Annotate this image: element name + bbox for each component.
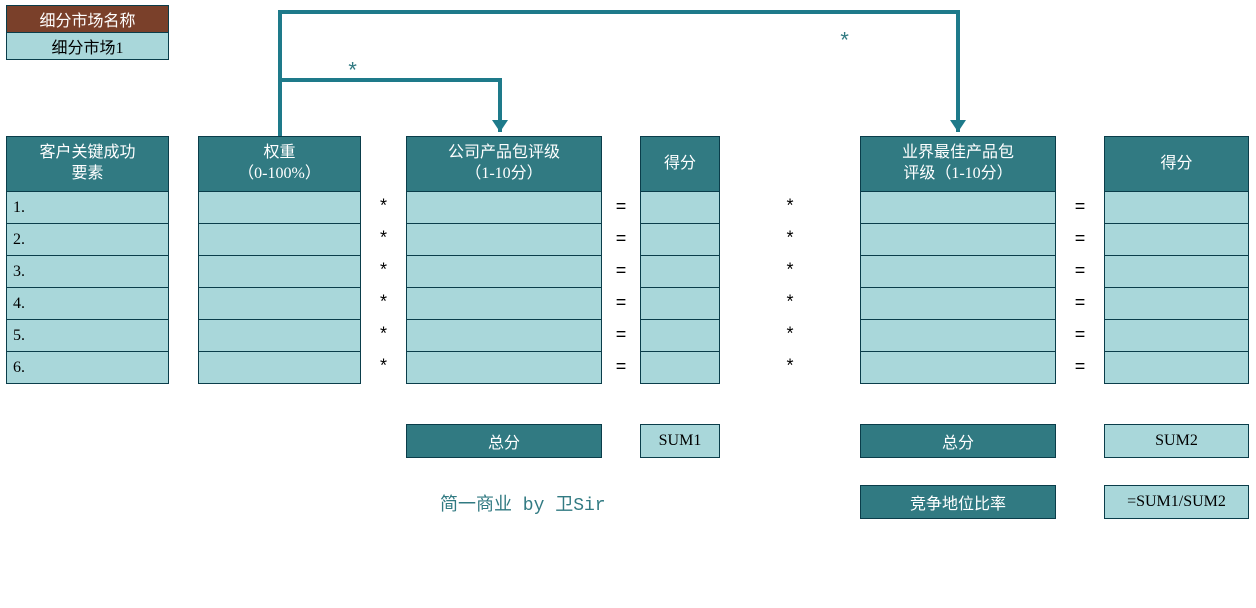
star1-label: * — [346, 60, 359, 85]
eq-1-5: = — [602, 319, 640, 352]
company-row-6 — [406, 351, 602, 384]
weight-row-2 — [198, 223, 361, 256]
factor-row-3: 3. — [6, 255, 169, 288]
mult-1-4: * — [361, 287, 406, 320]
ratio-value: =SUM1/SUM2 — [1104, 485, 1249, 519]
mult-1-6: * — [361, 351, 406, 384]
mult-1-1: * — [361, 191, 406, 224]
weight-row-5 — [198, 319, 361, 352]
eq-2-2: = — [1056, 223, 1104, 256]
mult-1-2: * — [361, 223, 406, 256]
score2-row-5 — [1104, 319, 1249, 352]
eq-1-1: = — [602, 191, 640, 224]
company-row-3 — [406, 255, 602, 288]
mult-2-5: * — [720, 319, 860, 352]
diagram-canvas: 细分市场名称细分市场1 客户关键成功 要素权重 （0-100%） 公司产品包评级 （… — [0, 0, 1256, 608]
weight-row-1 — [198, 191, 361, 224]
score1-row-1 — [640, 191, 720, 224]
header-weight: 权重 （0-100%） — [198, 136, 361, 192]
factor-row-1: 1. — [6, 191, 169, 224]
score2-row-3 — [1104, 255, 1249, 288]
score1-row-5 — [640, 319, 720, 352]
sum2-box: SUM2 — [1104, 424, 1249, 458]
eq-1-4: = — [602, 287, 640, 320]
eq-1-6: = — [602, 351, 640, 384]
eq-1-3: = — [602, 255, 640, 288]
total-label-2: 总分 — [860, 424, 1056, 458]
score1-row-4 — [640, 287, 720, 320]
legend-value: 细分市场1 — [6, 32, 169, 60]
mult-1-5: * — [361, 319, 406, 352]
weight-row-3 — [198, 255, 361, 288]
sum1-box: SUM1 — [640, 424, 720, 458]
eq-2-5: = — [1056, 319, 1104, 352]
eq-1-2: = — [602, 223, 640, 256]
best-row-6 — [860, 351, 1056, 384]
mult-1-3: * — [361, 255, 406, 288]
eq-2-6: = — [1056, 351, 1104, 384]
eq-2-1: = — [1056, 191, 1104, 224]
score1-row-2 — [640, 223, 720, 256]
company-row-5 — [406, 319, 602, 352]
best-row-1 — [860, 191, 1056, 224]
factor-row-5: 5. — [6, 319, 169, 352]
total-label-1: 总分 — [406, 424, 602, 458]
credit-text: 简一商业 by 卫Sir — [440, 490, 606, 516]
legend-title: 细分市场名称 — [6, 5, 169, 33]
weight-row-6 — [198, 351, 361, 384]
score1-row-6 — [640, 351, 720, 384]
mult-2-3: * — [720, 255, 860, 288]
mult-2-1: * — [720, 191, 860, 224]
eq-2-3: = — [1056, 255, 1104, 288]
mult-2-2: * — [720, 223, 860, 256]
company-row-2 — [406, 223, 602, 256]
best-row-4 — [860, 287, 1056, 320]
header-factors: 客户关键成功 要素 — [6, 136, 169, 192]
score1-row-3 — [640, 255, 720, 288]
best-row-3 — [860, 255, 1056, 288]
factor-row-4: 4. — [6, 287, 169, 320]
ratio-label: 竞争地位比率 — [860, 485, 1056, 519]
score2-row-2 — [1104, 223, 1249, 256]
mult-2-6: * — [720, 351, 860, 384]
factor-row-6: 6. — [6, 351, 169, 384]
eq-2-4: = — [1056, 287, 1104, 320]
weight-row-4 — [198, 287, 361, 320]
header-best: 业界最佳产品包 评级（1-10分） — [860, 136, 1056, 192]
company-row-1 — [406, 191, 602, 224]
score2-row-1 — [1104, 191, 1249, 224]
header-score2: 得分 — [1104, 136, 1249, 192]
star2-label: * — [838, 30, 851, 55]
best-row-5 — [860, 319, 1056, 352]
score2-row-4 — [1104, 287, 1249, 320]
mult-2-4: * — [720, 287, 860, 320]
header-company: 公司产品包评级 （1-10分） — [406, 136, 602, 192]
header-score1: 得分 — [640, 136, 720, 192]
best-row-2 — [860, 223, 1056, 256]
factor-row-2: 2. — [6, 223, 169, 256]
company-row-4 — [406, 287, 602, 320]
score2-row-6 — [1104, 351, 1249, 384]
